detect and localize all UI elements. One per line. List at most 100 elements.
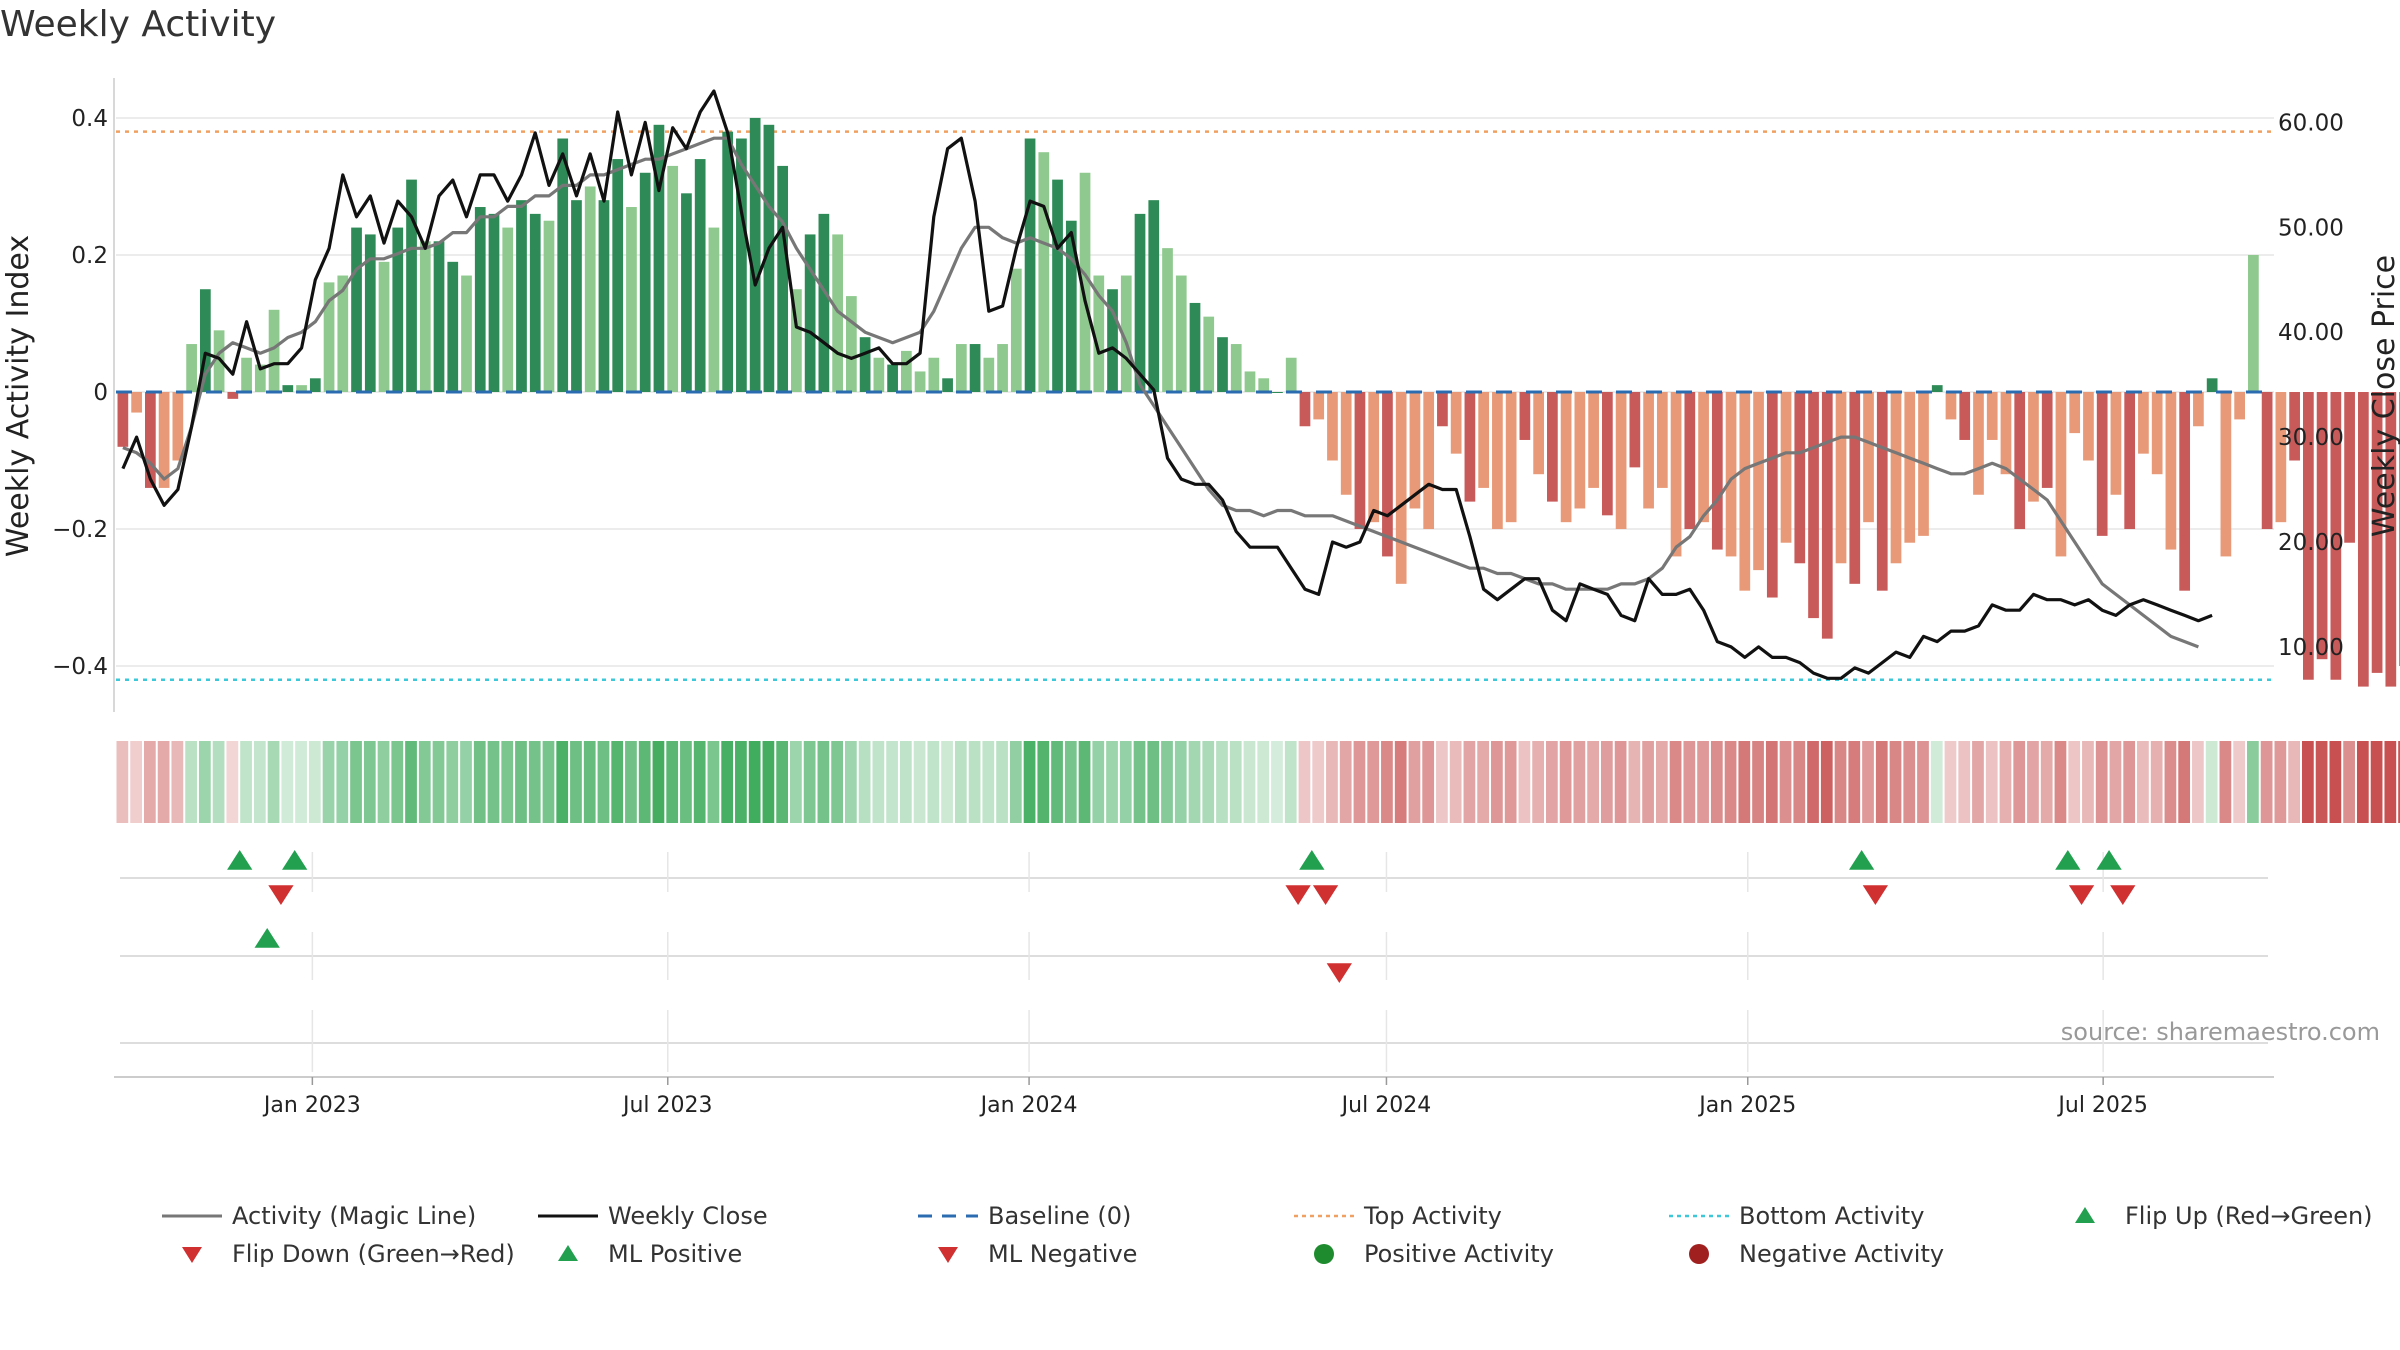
activity-bar — [2316, 392, 2328, 660]
weekly-close-series — [121, 89, 2213, 680]
y2-tick-label: 50.00 — [2278, 215, 2344, 241]
heat-cell — [446, 741, 459, 823]
activity-bar — [2028, 392, 2039, 502]
activity-bar — [392, 227, 404, 392]
activity-bar — [158, 392, 170, 488]
legend-label: Flip Up (Red→Green) — [2125, 1202, 2373, 1230]
heat-cell — [460, 741, 472, 823]
activity-bar — [2289, 392, 2300, 461]
heat-cell — [1216, 741, 1228, 823]
activity-bar — [1217, 337, 1228, 392]
activity-bar — [1904, 392, 1916, 543]
heat-cell — [2343, 741, 2355, 823]
heat-cell — [748, 741, 761, 823]
heat-cell — [858, 741, 871, 823]
heat-cell — [1710, 741, 1723, 823]
heat-cell — [1491, 741, 1503, 823]
activity-bar — [1038, 152, 1050, 392]
activity-bar — [543, 220, 555, 392]
y-axis-label: Weekly Activity Index — [1, 235, 36, 557]
activity-bar — [419, 241, 431, 392]
legend-label: Baseline (0) — [988, 1202, 1132, 1230]
x-tick-label: Jan 2023 — [262, 1093, 361, 1118]
heat-cell — [1917, 741, 1929, 823]
heat-cell — [2013, 741, 2026, 823]
heat-cell — [1339, 741, 1352, 823]
heat-cell — [2301, 741, 2314, 823]
legend-item: Top Activity — [1292, 1202, 1502, 1230]
heat-cell — [1930, 741, 1943, 823]
activity-bar — [1973, 392, 1984, 495]
heat-cell — [954, 741, 967, 823]
heat-cell — [899, 741, 912, 823]
activity-bar — [942, 378, 953, 392]
heat-cell — [171, 741, 184, 823]
heat-cell — [1958, 741, 1971, 823]
activity-bar — [2357, 392, 2369, 687]
legend-swatch-icon — [2053, 1204, 2117, 1228]
heat-cell — [1312, 741, 1325, 823]
activity-bar — [282, 385, 294, 392]
y2-axis-label: Weekly Close Price — [2367, 255, 2400, 537]
heat-cell — [1559, 741, 1572, 823]
activity-bar — [1437, 392, 1448, 427]
heat-cell — [680, 741, 692, 823]
activity-bar — [969, 344, 981, 392]
heat-cell — [583, 741, 596, 823]
flip-up-marker — [1848, 850, 1875, 870]
activity-bar — [873, 357, 885, 392]
heat-cell — [611, 741, 624, 823]
legend-label: ML Negative — [988, 1240, 1138, 1268]
heat-cell — [2150, 741, 2163, 823]
heat-cell — [1436, 741, 1448, 823]
heat-cell — [844, 741, 857, 823]
activity-bar — [557, 138, 569, 392]
heat-cell — [487, 741, 500, 823]
legend-item: Weekly Close — [536, 1202, 768, 1230]
activity-bar — [1492, 392, 1503, 530]
heat-cell — [240, 741, 252, 823]
activity-bar — [474, 207, 486, 392]
heat-cell — [2219, 741, 2232, 823]
heat-cell — [666, 741, 679, 823]
activity-bar — [1368, 392, 1380, 523]
heat-cell — [1408, 741, 1421, 823]
heat-cell — [556, 741, 569, 823]
activity-bar — [2275, 392, 2287, 523]
heat-cell — [2137, 741, 2149, 823]
heat-cell — [1023, 741, 1036, 823]
heat-cell — [638, 741, 651, 823]
activity-bar — [708, 227, 720, 392]
activity-bar — [584, 186, 596, 392]
activity-bar — [1986, 392, 1998, 440]
activity-bar — [406, 179, 417, 392]
flip-down-marker — [268, 885, 294, 905]
heat-cell — [1284, 741, 1297, 823]
heat-cell — [1875, 741, 1888, 823]
activity-bar — [296, 385, 307, 392]
activity-bar — [1656, 392, 1668, 488]
y-tick-label: 0 — [93, 380, 108, 406]
activity-bar — [2083, 392, 2094, 461]
activity-bar — [2041, 392, 2053, 488]
activity-bar — [351, 227, 362, 392]
activity-bar — [1354, 392, 1366, 530]
heat-cell — [570, 741, 582, 823]
activity-bar — [2055, 392, 2067, 557]
heat-cell — [1765, 741, 1778, 823]
heat-cell — [2068, 741, 2081, 823]
legend-swatch-icon — [916, 1204, 980, 1228]
legend-swatch-icon — [1667, 1204, 1731, 1228]
legend-item: Positive Activity — [1292, 1240, 1554, 1268]
heat-cell — [2233, 741, 2246, 823]
heat-cell — [1738, 741, 1751, 823]
heat-cell — [913, 741, 926, 823]
activity-bar — [241, 357, 252, 392]
heat-cell — [1985, 741, 1998, 823]
activity-bar — [1643, 392, 1654, 509]
activity-bar — [145, 392, 156, 488]
activity-bar — [323, 282, 335, 392]
activity-bar — [1313, 392, 1325, 420]
activity-bar — [1093, 275, 1105, 392]
heat-cell — [2370, 741, 2383, 823]
